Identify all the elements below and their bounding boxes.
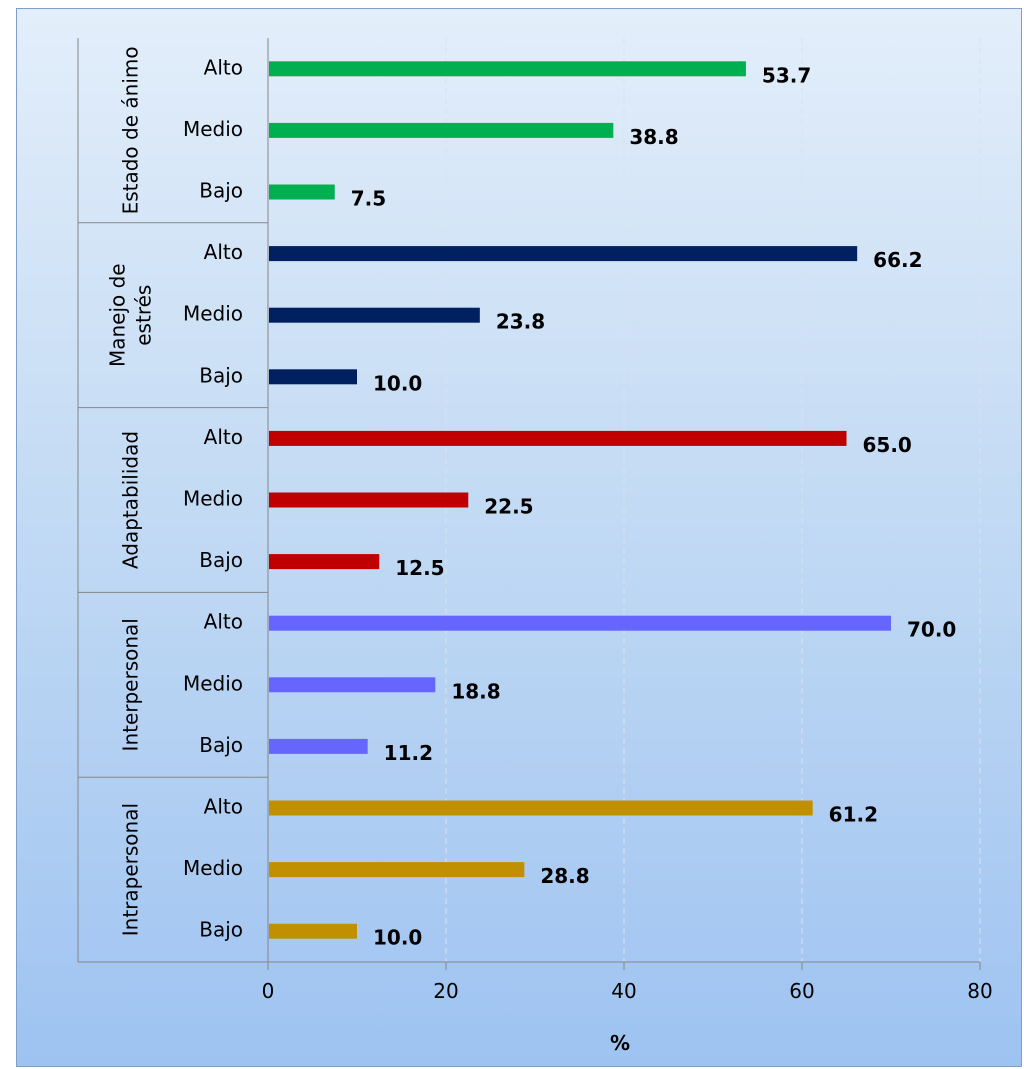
bar <box>269 862 525 878</box>
category-label: Bajo <box>199 548 243 572</box>
data-label: 53.7 <box>762 63 811 87</box>
category-label: Medio <box>183 487 243 511</box>
category-label: Alto <box>204 240 243 264</box>
category-label: Bajo <box>199 363 243 387</box>
data-label: 11.2 <box>384 741 433 765</box>
category-label: Bajo <box>199 179 243 203</box>
bars <box>269 61 891 939</box>
data-label: 10.0 <box>373 926 422 950</box>
data-label: 38.8 <box>629 125 678 149</box>
x-tick-label: 40 <box>611 979 636 1003</box>
category-label: Medio <box>183 117 243 141</box>
data-label: 66.2 <box>873 248 922 272</box>
group-label: Intrapersonal <box>119 803 143 936</box>
data-label: 61.2 <box>829 803 878 827</box>
bar <box>269 492 469 508</box>
category-label: Alto <box>204 55 243 79</box>
group-label: Manejo de <box>106 263 130 367</box>
chart-area <box>16 8 1022 1067</box>
x-axis-title: % <box>610 1031 630 1055</box>
bar <box>269 307 480 323</box>
category-axis <box>77 38 980 963</box>
data-label: 12.5 <box>395 556 444 580</box>
group-label: estrés <box>132 285 156 346</box>
category-label: Medio <box>183 302 243 326</box>
category-label: Medio <box>183 856 243 880</box>
category-label: Bajo <box>199 733 243 757</box>
x-tick-label: 80 <box>967 979 992 1003</box>
labels: 0 20 40 60 80 Estado de ánimo Alto 53.7 Medio 38.… <box>106 46 993 1003</box>
category-label: Alto <box>204 610 243 634</box>
x-tick-label: 0 <box>262 979 275 1003</box>
data-label: 28.8 <box>540 864 589 888</box>
bar <box>269 122 614 138</box>
data-label: 70.0 <box>907 618 956 642</box>
category-label: Alto <box>204 795 243 819</box>
group-label: Estado de ánimo <box>119 46 143 214</box>
bar <box>269 184 335 200</box>
bar <box>269 615 891 631</box>
category-label: Medio <box>183 671 243 695</box>
x-tick-label: 20 <box>433 979 458 1003</box>
bar <box>269 61 746 77</box>
data-label: 22.5 <box>484 495 533 519</box>
category-label: Bajo <box>199 918 243 942</box>
bar <box>269 923 357 939</box>
data-label: 10.0 <box>373 371 422 395</box>
bar <box>269 677 436 693</box>
bar <box>269 246 858 262</box>
bar <box>269 554 380 570</box>
group-label: Interpersonal <box>119 618 143 751</box>
category-label: Alto <box>204 425 243 449</box>
bar <box>269 800 813 816</box>
data-label: 7.5 <box>351 187 386 211</box>
group-label: Adaptabilidad <box>119 431 143 569</box>
bar <box>269 738 368 754</box>
data-label: 23.8 <box>496 310 545 334</box>
bar <box>269 430 847 446</box>
data-label: 65.0 <box>863 433 912 457</box>
data-label: 18.8 <box>451 679 500 703</box>
x-tick-label: 60 <box>789 979 814 1003</box>
bar <box>269 369 357 385</box>
